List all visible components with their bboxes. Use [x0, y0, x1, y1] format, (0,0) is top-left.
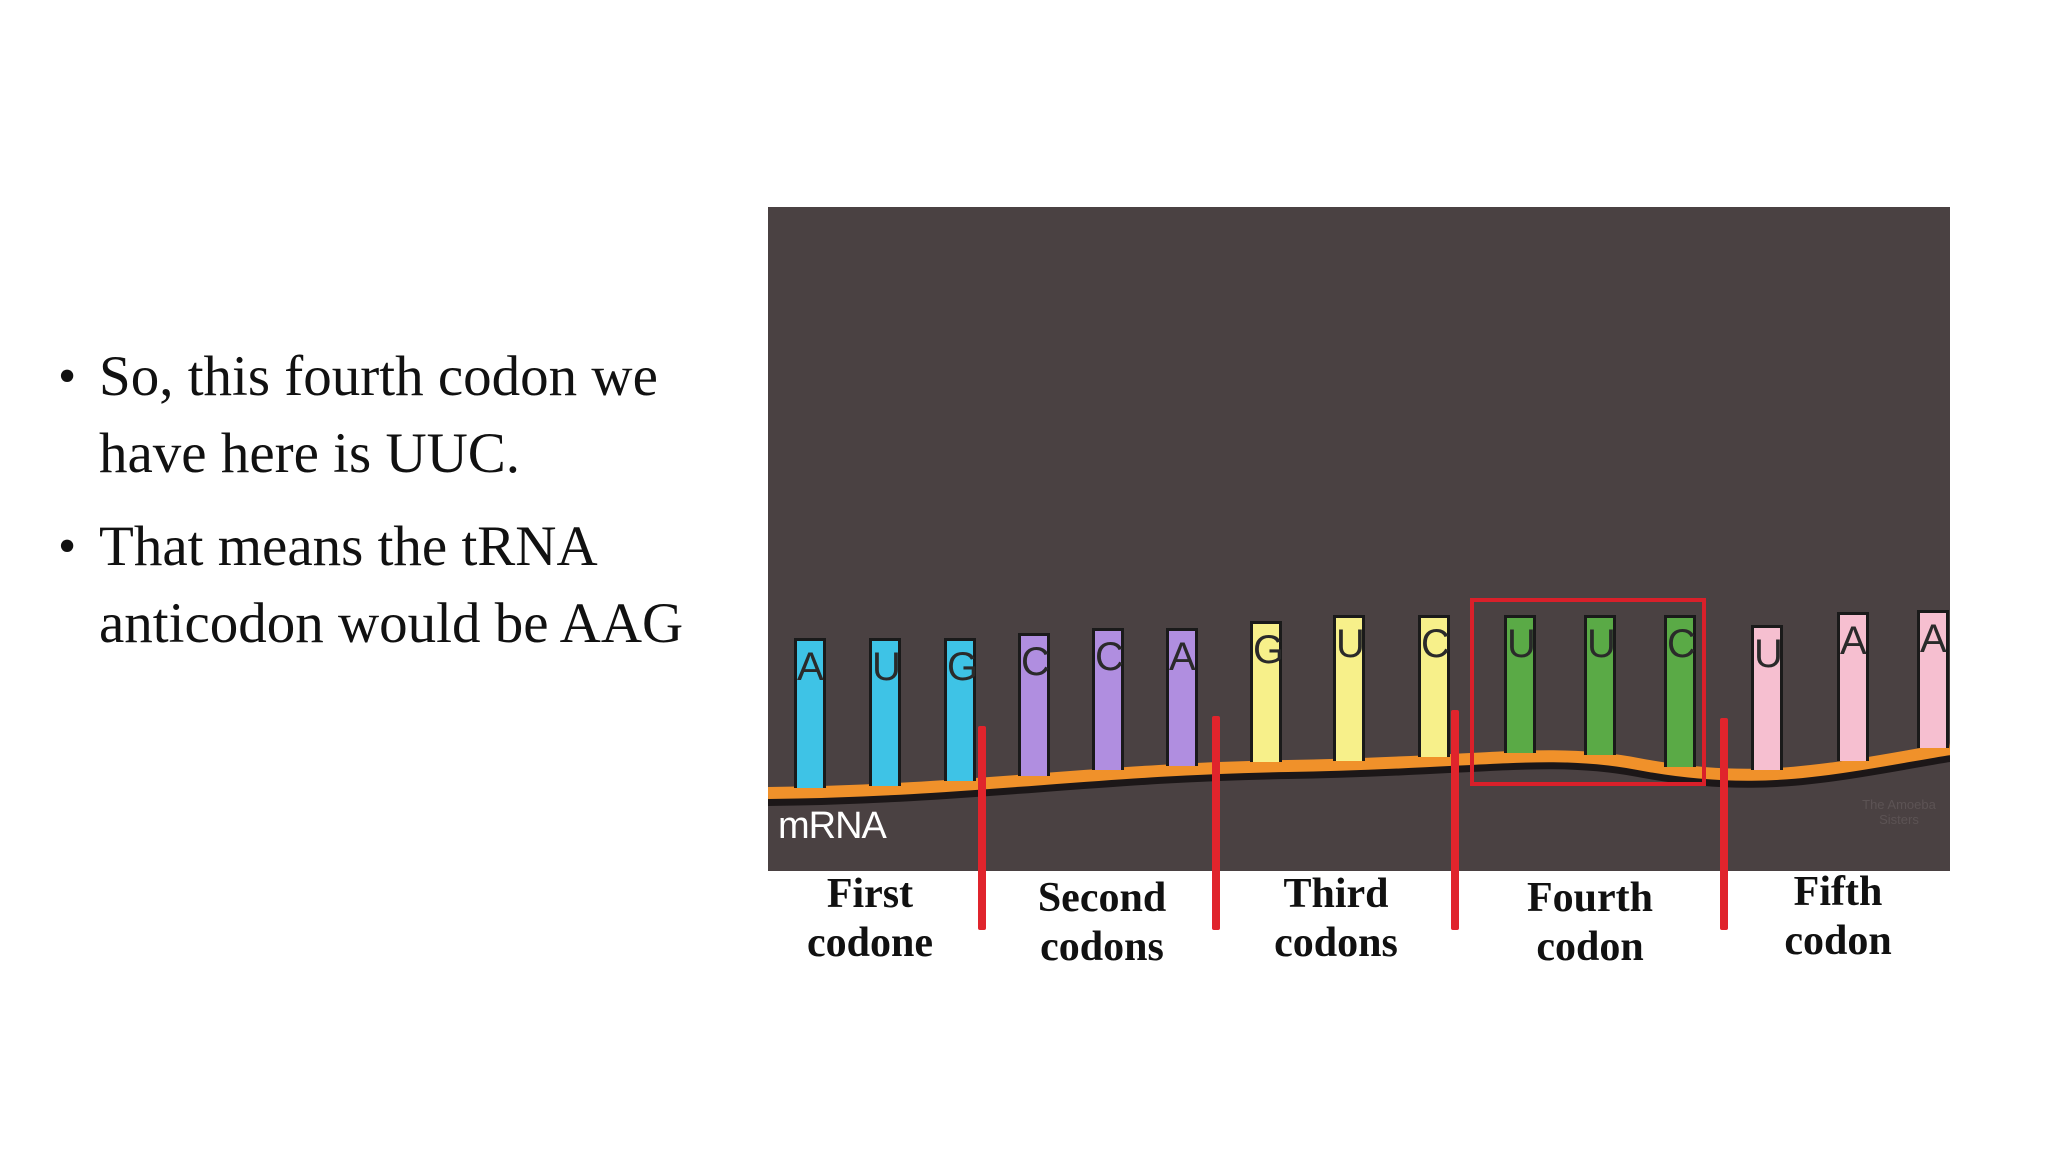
base-letter: U: [1507, 622, 1536, 666]
nucleotide-base: U: [1504, 615, 1536, 753]
nucleotide-base: C: [1418, 615, 1450, 757]
bullet-text-2: That means the tRNA anticodon would be A…: [99, 515, 684, 655]
nucleotide-base: A: [794, 638, 826, 789]
codon-label-fifth: Fifth codon: [1784, 869, 1892, 964]
codon-divider-1: [978, 726, 986, 930]
mrna-strand: [768, 743, 1950, 799]
nucleotide-base: G: [1250, 621, 1285, 763]
base-letter: A: [1169, 635, 1196, 679]
bullet-text-1: So, this fourth codon we have here is UU…: [99, 345, 658, 485]
nucleotide-base: U: [1333, 615, 1365, 761]
nucleotide-base: A: [1917, 610, 1949, 748]
bullet-item-2: • That means the tRNA anticodon would be…: [58, 508, 698, 662]
base-letter: C: [1021, 640, 1050, 684]
nucleotide-base: U: [1751, 625, 1783, 771]
base-letter: A: [797, 645, 824, 689]
codon-divider-4: [1720, 718, 1728, 930]
base-letter: C: [1667, 622, 1696, 666]
bullet-list: • So, this fourth codon we have here is …: [58, 338, 698, 678]
codon-divider-3: [1451, 710, 1459, 930]
codon-label-second: Second codons: [1037, 875, 1167, 970]
nucleotide-base: U: [1584, 615, 1616, 755]
nucleotide-base: C: [1018, 633, 1050, 776]
mrna-strand-shadow: [768, 752, 1950, 806]
base-letter: U: [872, 645, 901, 689]
nucleotide-base: A: [1166, 628, 1198, 766]
nucleotide-base: G: [944, 638, 979, 782]
mrna-strand-svg: [768, 743, 1950, 806]
bullet-dot: •: [58, 518, 77, 575]
fourth-codon-highlight: [1470, 598, 1706, 786]
base-letter: U: [1336, 622, 1365, 666]
mrna-label: mRNA: [778, 805, 887, 847]
codon-label-fourth: Fourth codon: [1527, 875, 1653, 970]
codon-label-first: First codone: [807, 871, 933, 966]
watermark-logo: The Amoeba Sisters: [1862, 797, 1936, 827]
base-letter: G: [1253, 628, 1285, 672]
base-letter: G: [947, 645, 979, 689]
bullet-item-1: • So, this fourth codon we have here is …: [58, 338, 698, 492]
nucleotide-base: U: [869, 638, 901, 786]
base-letter: U: [1754, 632, 1783, 676]
nucleotide-base: C: [1664, 615, 1696, 767]
nucleotide-base: C: [1092, 628, 1124, 771]
base-letter: C: [1095, 635, 1124, 679]
bullet-dot: •: [58, 348, 77, 405]
codon-divider-2: [1212, 716, 1220, 930]
codon-label-third: Third codons: [1274, 871, 1398, 966]
base-letter: C: [1421, 622, 1450, 666]
nucleotide-base: A: [1837, 612, 1869, 762]
base-letter: A: [1920, 617, 1947, 661]
base-letter: A: [1840, 619, 1867, 663]
base-letter: U: [1587, 622, 1616, 666]
